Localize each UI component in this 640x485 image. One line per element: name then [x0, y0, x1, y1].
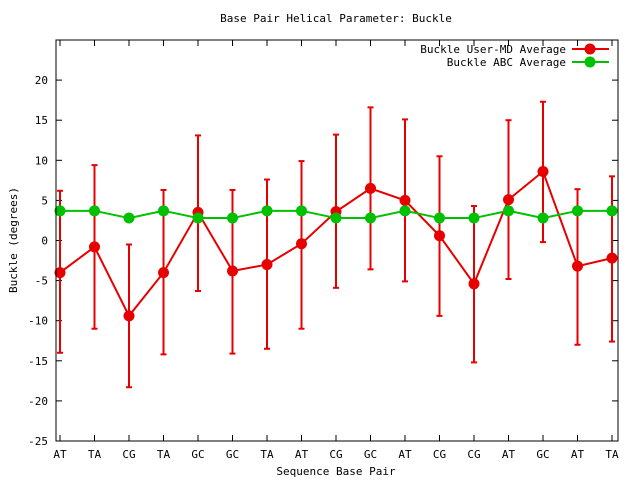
x-tick-label: CG	[433, 448, 446, 461]
data-point	[54, 205, 66, 217]
data-point	[468, 278, 480, 290]
data-point	[468, 212, 480, 224]
data-point	[572, 205, 583, 217]
data-point	[227, 265, 238, 277]
data-point	[503, 205, 514, 217]
data-point	[399, 194, 411, 206]
data-point	[296, 238, 307, 250]
x-tick-label: TA	[88, 448, 102, 461]
x-tick-label: TA	[605, 448, 619, 461]
x-tick-label: GC	[226, 448, 239, 461]
x-tick-label: TA	[157, 448, 171, 461]
data-point	[123, 310, 135, 322]
x-tick-label: GC	[364, 448, 377, 461]
x-tick-label: AT	[398, 448, 412, 461]
y-tick-label: -25	[28, 435, 48, 448]
y-tick-label: -10	[28, 315, 48, 328]
data-point	[89, 205, 100, 217]
x-tick-label: CG	[329, 448, 342, 461]
legend-swatch-marker	[584, 56, 596, 68]
x-tick-label: AT	[295, 448, 309, 461]
data-point	[537, 212, 549, 224]
y-tick-label: -15	[28, 355, 48, 368]
data-point	[365, 212, 376, 224]
data-point	[54, 267, 66, 279]
plot-frame	[55, 39, 619, 442]
data-point	[158, 267, 169, 279]
data-point	[192, 212, 204, 224]
data-point	[399, 205, 411, 217]
data-point	[606, 205, 618, 217]
data-point	[537, 166, 549, 178]
data-point	[296, 205, 307, 217]
x-tick-label: AT	[571, 448, 585, 461]
data-point	[261, 205, 273, 217]
data-point	[89, 241, 100, 253]
y-axis-title: Buckle (degrees)	[7, 187, 20, 293]
y-tick-label: -20	[28, 395, 48, 408]
data-point	[572, 260, 583, 272]
x-tick-label: AT	[53, 448, 67, 461]
data-point	[158, 205, 169, 217]
y-tick-label: -5	[35, 275, 48, 288]
x-tick-label: CG	[467, 448, 480, 461]
data-point	[503, 194, 514, 206]
legend-label: Buckle ABC Average	[447, 56, 566, 69]
legend-label: Buckle User-MD Average	[420, 43, 566, 56]
series-abc	[54, 205, 618, 224]
data-point	[606, 252, 618, 264]
series-user-md	[54, 100, 618, 389]
x-tick-label: AT	[502, 448, 516, 461]
x-axis-title: Sequence Base Pair	[276, 465, 396, 478]
y-tick-label: 0	[41, 235, 48, 248]
chart-title: Base Pair Helical Parameter: Buckle	[220, 12, 452, 25]
x-tick-label: TA	[260, 448, 274, 461]
y-tick-label: 10	[35, 154, 48, 167]
data-point	[330, 212, 342, 224]
legend-swatch-marker	[584, 43, 596, 55]
data-point	[123, 212, 135, 224]
x-tick-label: GC	[191, 448, 204, 461]
y-tick-label: 5	[41, 194, 48, 207]
series-layer	[54, 100, 618, 389]
y-tick-label: 20	[35, 74, 48, 87]
data-point	[434, 230, 445, 242]
y-tick-label: 15	[35, 114, 48, 127]
data-point	[434, 212, 445, 224]
x-tick-label: CG	[122, 448, 135, 461]
data-point	[365, 182, 376, 194]
x-tick-label: GC	[536, 448, 549, 461]
data-point	[227, 212, 238, 224]
data-point	[261, 259, 273, 271]
axis-ticks-layer: -25 -20 -15 -10 -5 0 5 10 15 20 AT TA CG TA GC GC TA AT CG…	[28, 40, 619, 461]
